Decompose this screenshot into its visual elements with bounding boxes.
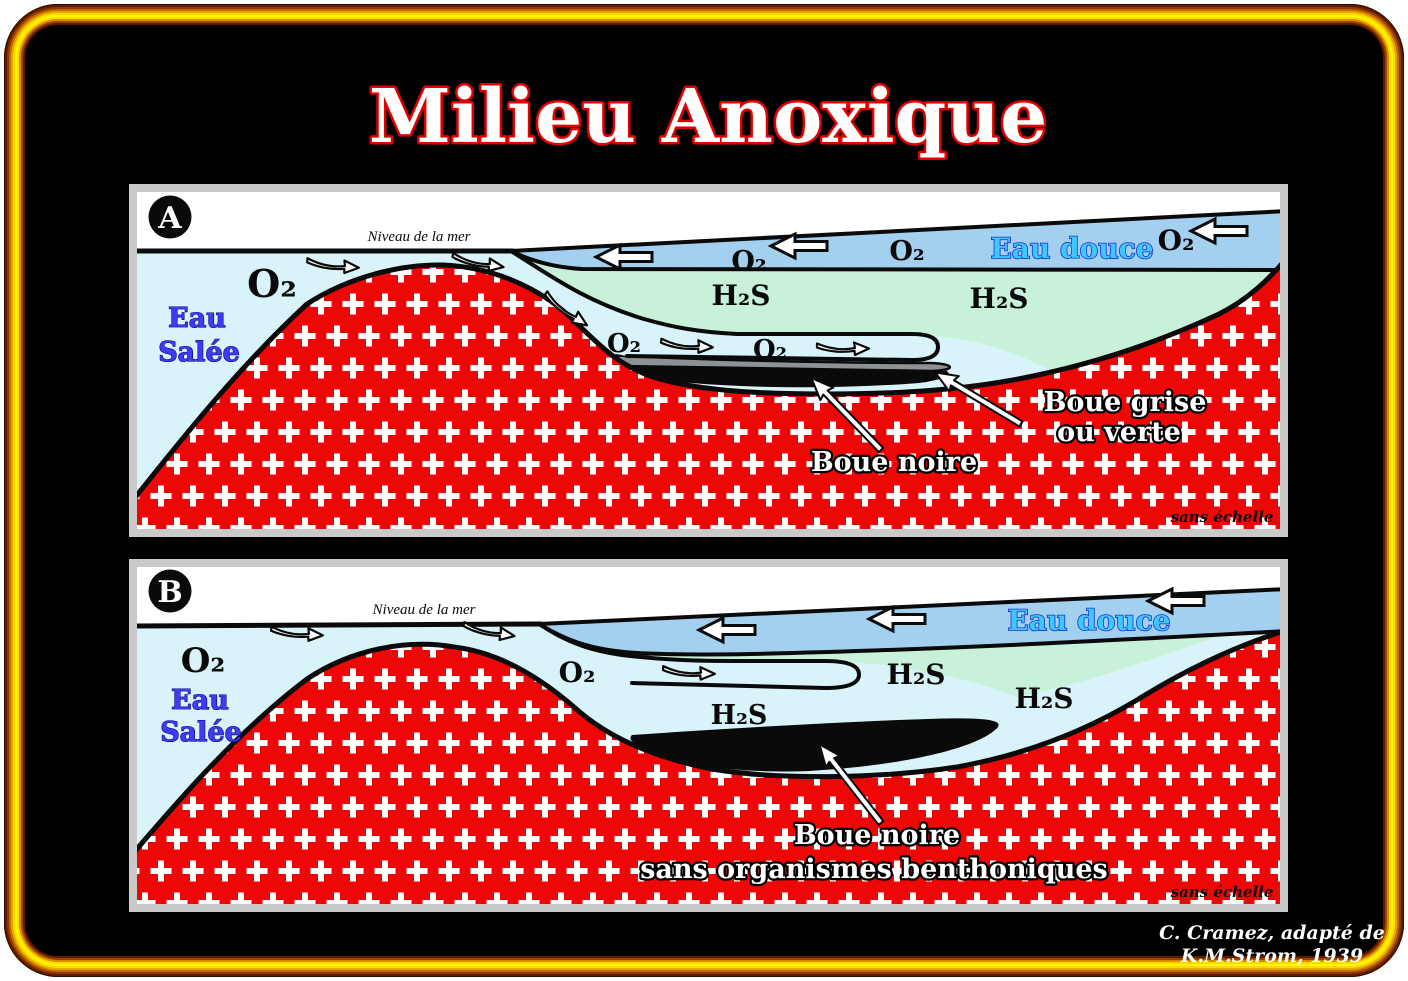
oxygen-tongue-outline bbox=[537, 622, 862, 691]
credit-line-1: C. Cramez, adapté de bbox=[1159, 922, 1385, 944]
credit-attribution: C. Cramez, adapté de K.M.Strom, 1939 bbox=[1122, 922, 1408, 968]
black-mud-label-1: Boue noire bbox=[794, 820, 960, 851]
grey-mud-label-2: ou verte bbox=[1057, 417, 1181, 448]
o2-label: O₂ bbox=[247, 261, 297, 306]
o2-label: O₂ bbox=[731, 246, 766, 277]
oxygen-tongue bbox=[533, 624, 859, 688]
fresh-water-label: Eau douce bbox=[990, 232, 1153, 265]
h2s-label: H₂S bbox=[1015, 682, 1074, 715]
h2s-label: H₂S bbox=[887, 658, 946, 691]
sea-level-line bbox=[129, 621, 544, 629]
credit-line-2: K.M.Strom, 1939 bbox=[1180, 945, 1364, 967]
panel-a-badge bbox=[148, 195, 192, 239]
sea-level-label: Niveau de la mer bbox=[367, 229, 471, 245]
fresh-water-wedge bbox=[509, 209, 1289, 272]
h2s-label: H₂S bbox=[712, 279, 771, 312]
oxygen-tongue bbox=[511, 251, 938, 360]
oxygen-tongue-outline bbox=[509, 249, 941, 363]
o2-label: O₂ bbox=[753, 335, 787, 365]
h2s-label: H₂S bbox=[711, 700, 768, 731]
panel-b-drawing: B Niveau de la mer O₂ O₂ H₂S H₂S H₂S Eau… bbox=[127, 567, 1290, 914]
title-banner: Milieu Anoxique bbox=[366, 72, 1049, 163]
scale-note: sans échelle bbox=[1171, 508, 1274, 526]
o2-label: O₂ bbox=[559, 656, 596, 689]
gold-frame-card: Milieu Anoxique bbox=[4, 4, 1404, 977]
o2-label: O₂ bbox=[607, 329, 641, 359]
o2-label: O₂ bbox=[889, 236, 924, 267]
panel-b-letter: B bbox=[157, 575, 182, 610]
h2s-label: H₂S bbox=[970, 282, 1029, 315]
o2-label: O₂ bbox=[181, 641, 226, 681]
h2s-layer bbox=[511, 251, 1287, 374]
bedrock bbox=[127, 626, 1290, 914]
salt-water-label-1: Eau bbox=[168, 303, 226, 334]
black-mud-label-2: sans organismes benthoniques bbox=[640, 854, 1108, 885]
salt-water-label-2: Salée bbox=[158, 337, 240, 368]
diagram-panel-a: A Niveau de la mer O₂ O₂ O₂ O₂ O₂ O₂ H₂S… bbox=[127, 184, 1290, 539]
grey-mud-label-1: Boue grise bbox=[1044, 387, 1207, 418]
salt-water-label-2: Salée bbox=[160, 717, 242, 748]
diagram-panel-b: B Niveau de la mer O₂ O₂ H₂S H₂S H₂S Eau… bbox=[127, 559, 1290, 914]
panel-a-drawing: A Niveau de la mer O₂ O₂ O₂ O₂ O₂ O₂ H₂S… bbox=[127, 192, 1290, 539]
scale-note: sans échelle bbox=[1171, 883, 1274, 901]
panel-a-letter: A bbox=[157, 201, 182, 236]
panel-b-badge bbox=[148, 569, 192, 613]
o2-label: O₂ bbox=[1158, 224, 1195, 257]
salt-water-label-1: Eau bbox=[171, 685, 229, 716]
black-mud-label: Boue noire bbox=[811, 447, 977, 478]
sea-level-label: Niveau de la mer bbox=[372, 602, 476, 618]
bedrock bbox=[127, 251, 1290, 539]
page-title: Milieu Anoxique bbox=[369, 74, 1047, 160]
fresh-water-label: Eau douce bbox=[1007, 604, 1170, 637]
black-mud-layer bbox=[630, 718, 999, 772]
